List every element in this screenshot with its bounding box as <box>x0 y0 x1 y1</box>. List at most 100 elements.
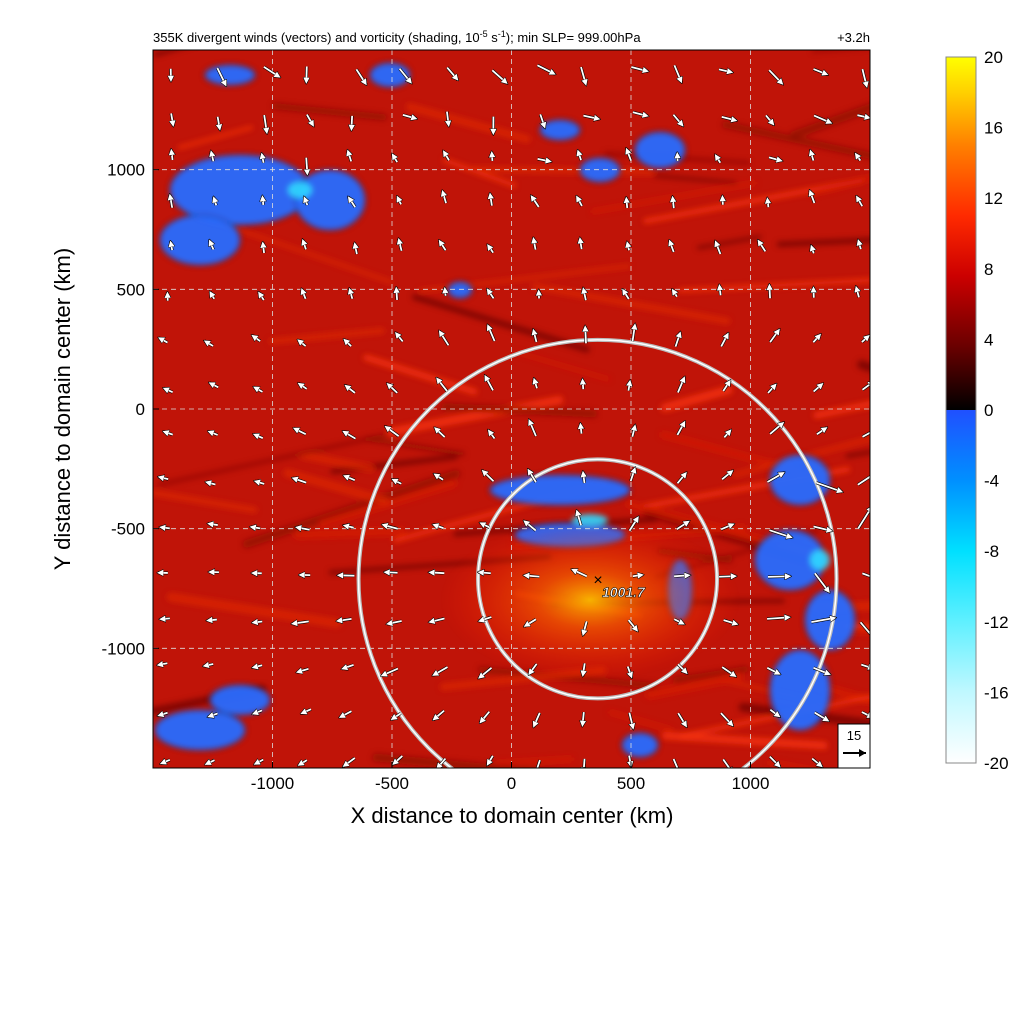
wind-vector <box>767 576 790 577</box>
wind-vector <box>628 517 639 532</box>
wind-vector <box>767 384 776 394</box>
wind-vector <box>392 154 397 163</box>
vorticity-streak <box>677 278 870 293</box>
wind-vector <box>627 619 638 631</box>
wind-vector <box>677 377 685 393</box>
wind-vector <box>535 759 541 768</box>
wind-vector <box>485 375 494 391</box>
colorbar-tick-label: -8 <box>984 542 999 561</box>
wind-vector <box>439 240 447 251</box>
wind-vector <box>584 758 585 768</box>
slp-center-marker: × 1001.7 <box>593 572 646 600</box>
y-tick-label: -500 <box>111 520 145 539</box>
y-tick-label: 1000 <box>107 161 145 180</box>
vorticity-streak <box>299 451 375 472</box>
wind-vector <box>263 242 264 254</box>
wind-vector <box>672 114 683 126</box>
wind-vector <box>348 150 352 162</box>
wind-vector <box>302 289 306 300</box>
wind-vector <box>861 711 870 717</box>
wind-vector <box>252 622 263 623</box>
wind-vector <box>768 69 783 84</box>
wind-vector <box>433 709 445 720</box>
wind-vector <box>214 197 217 206</box>
wind-vector <box>340 710 352 717</box>
wind-vector <box>629 468 635 482</box>
vorticity-streak <box>242 469 461 549</box>
wind-vector <box>348 197 356 208</box>
vorticity-streak <box>789 103 870 140</box>
x-tick-label: -1000 <box>251 774 294 793</box>
wind-vector <box>294 428 307 436</box>
wind-vector <box>811 618 835 623</box>
wind-vector <box>479 667 493 678</box>
vorticity-streak <box>268 327 386 345</box>
wind-vector <box>435 428 446 438</box>
wind-vector <box>861 335 869 343</box>
wind-vector <box>628 380 630 391</box>
wind-vector <box>203 664 214 666</box>
wind-vector <box>814 711 829 721</box>
wind-vector <box>537 159 551 162</box>
wind-vector <box>297 669 309 673</box>
wind-vector <box>355 243 357 255</box>
wind-vector <box>479 617 492 621</box>
wind-vector <box>719 576 736 577</box>
wind-vector <box>859 621 870 640</box>
colorbar: 20 16 12 8 4 0 -4 -8 -12 -16 -20 <box>945 48 1009 773</box>
wind-vector <box>723 619 738 624</box>
wind-vector <box>171 150 172 161</box>
wind-vector <box>810 150 813 161</box>
wind-vector <box>528 469 537 483</box>
wind-vector <box>721 117 737 121</box>
wind-vector <box>488 325 496 342</box>
colorbar-tick-label: -4 <box>984 472 999 491</box>
wind-vector <box>673 619 684 624</box>
wind-vector <box>861 68 866 87</box>
wind-vector <box>623 289 630 300</box>
wind-vector <box>676 421 684 436</box>
vorticity-streak <box>660 385 733 412</box>
negative-vorticity-blob <box>621 732 659 758</box>
wind-vector <box>813 68 828 75</box>
wind-vector <box>769 284 770 299</box>
wind-vector <box>677 663 687 673</box>
wind-vector <box>301 709 312 713</box>
y-tick-label: 500 <box>117 280 145 299</box>
wind-vector <box>677 712 686 727</box>
wind-vector <box>298 340 307 347</box>
negative-vorticity-blob <box>539 119 581 141</box>
wind-vector <box>633 324 635 342</box>
wind-vector <box>382 525 398 529</box>
plot-area: × 1001.7 <box>153 50 870 768</box>
wind-vector <box>715 155 720 164</box>
wind-vector <box>396 287 397 301</box>
wind-vector <box>343 757 356 766</box>
colorbar-tick-label: 4 <box>984 330 993 349</box>
wind-vectors <box>158 63 870 768</box>
vorticity-streak <box>808 174 870 197</box>
wind-vector <box>723 430 731 438</box>
wind-vector <box>767 198 768 208</box>
wind-vector <box>814 572 829 592</box>
wind-vector <box>250 527 261 529</box>
wind-vector <box>447 111 449 127</box>
wind-vector <box>669 240 673 253</box>
wind-vector <box>533 329 536 343</box>
wind-vector <box>160 527 170 528</box>
reference-vector: 15 <box>837 723 871 769</box>
wind-vector <box>211 151 213 162</box>
wind-vector <box>767 617 790 619</box>
colorbar-tick-label: -12 <box>984 613 1009 632</box>
wind-vector <box>490 193 492 206</box>
wind-vector <box>810 190 816 204</box>
wind-vector <box>674 332 681 347</box>
colorbar-negative <box>946 410 976 763</box>
wind-vector <box>626 197 627 209</box>
x-tick-label: 0 <box>507 774 516 793</box>
x-axis-ticks: -1000 -500 0 500 1000 <box>251 762 769 793</box>
wind-vector <box>813 383 823 393</box>
wind-vector <box>580 66 586 85</box>
wind-vector <box>858 240 861 250</box>
wind-vector <box>164 388 174 392</box>
